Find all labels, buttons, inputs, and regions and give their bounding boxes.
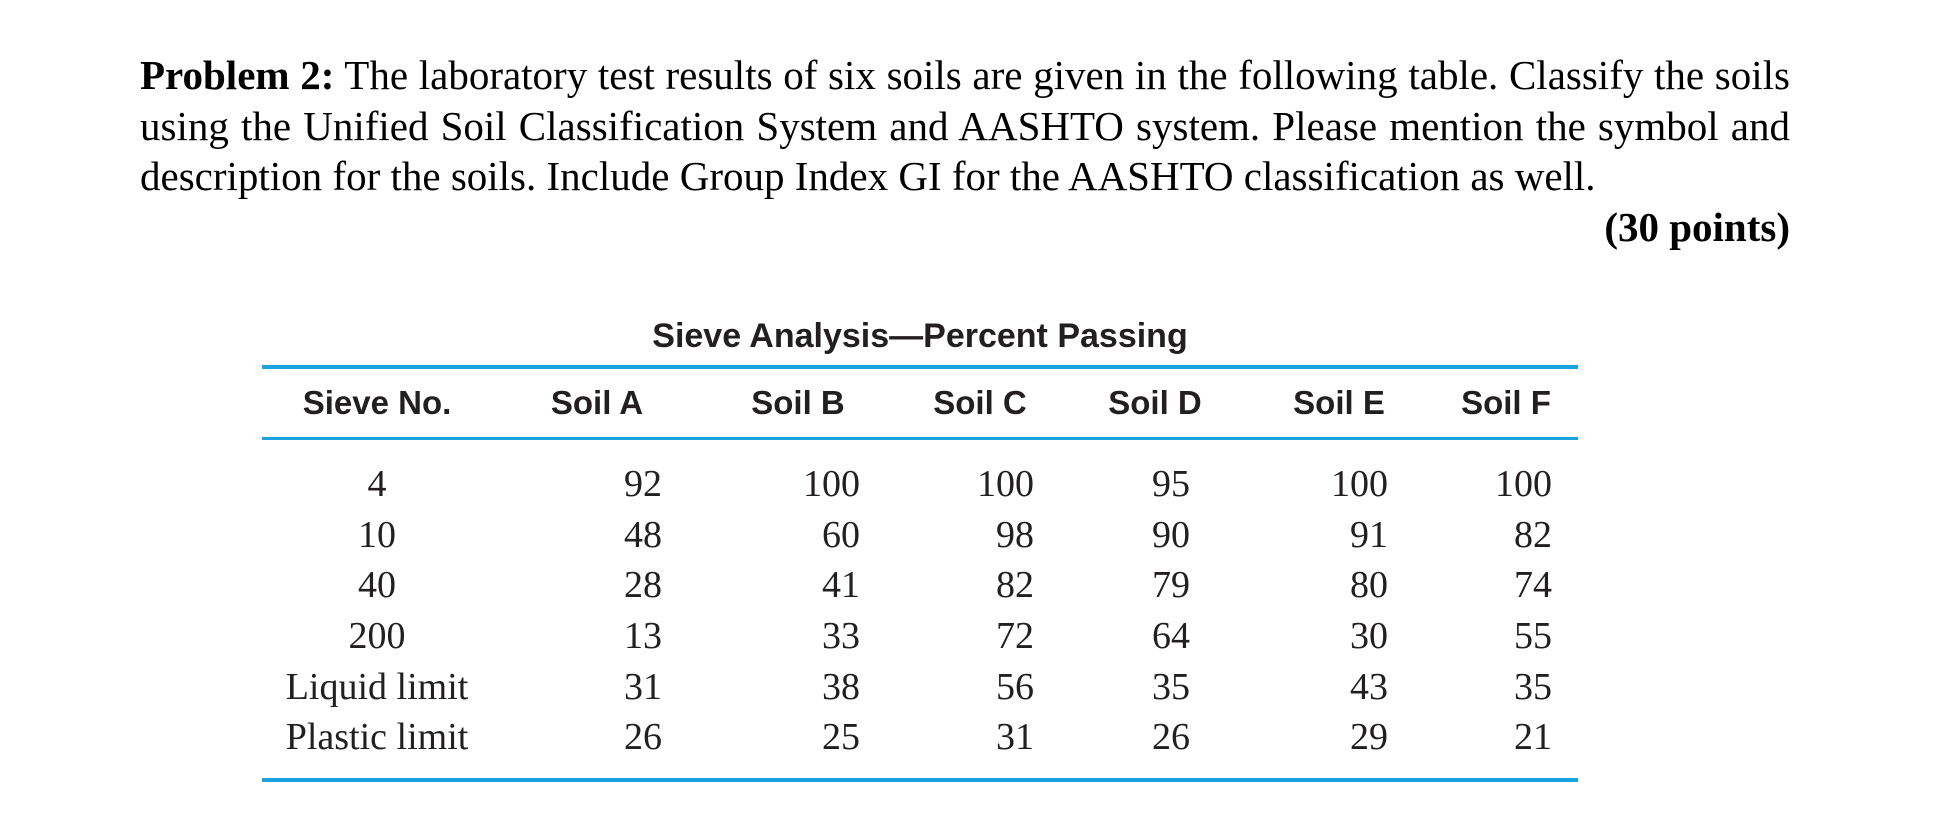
cell-soil-d: 90 [1152, 513, 1190, 556]
cell-soil-e: 29 [1350, 716, 1388, 759]
problem-points: (30 points) [1604, 204, 1790, 250]
cell-soil-b: 100 [803, 463, 860, 506]
table-bottom-rule [262, 778, 1578, 782]
table-row: 40 28 41 82 79 80 74 [262, 560, 1578, 611]
table-row: Plastic limit 26 25 31 26 29 21 [262, 712, 1578, 763]
cell-soil-a: 13 [624, 615, 662, 658]
cell-soil-b: 60 [822, 513, 860, 556]
header-soil-e: Soil E [1293, 384, 1385, 421]
cell-soil-b: 25 [822, 716, 860, 759]
cell-soil-f: 55 [1514, 615, 1552, 658]
problem-statement: Problem 2: The laboratory test results o… [140, 50, 1790, 202]
problem-text: The laboratory test results of six soils… [140, 52, 1790, 199]
header-soil-b: Soil B [751, 384, 845, 421]
cell-sieve-no: 40 [358, 564, 396, 607]
cell-soil-f: 35 [1514, 665, 1552, 708]
cell-soil-c: 98 [996, 513, 1034, 556]
cell-soil-e: 80 [1350, 564, 1388, 607]
cell-sieve-no: 10 [358, 513, 396, 556]
table-row: Liquid limit 31 38 56 35 43 35 [262, 661, 1578, 712]
cell-soil-d: 64 [1152, 615, 1190, 658]
cell-soil-f: 100 [1495, 463, 1552, 506]
cell-soil-c: 56 [996, 665, 1034, 708]
cell-soil-c: 82 [996, 564, 1034, 607]
cell-soil-c: 100 [977, 463, 1034, 506]
header-soil-f: Soil F [1461, 384, 1551, 421]
cell-soil-e: 100 [1331, 463, 1388, 506]
problem-label: Problem 2: [140, 52, 335, 98]
cell-soil-a: 48 [624, 513, 662, 556]
table-row: 10 48 60 98 90 91 82 [262, 510, 1578, 561]
cell-soil-e: 43 [1350, 665, 1388, 708]
table-header-row: Sieve No. Soil A Soil B Soil C Soil D So… [262, 369, 1578, 437]
cell-soil-a: 31 [624, 665, 662, 708]
cell-soil-d: 26 [1152, 716, 1190, 759]
cell-soil-c: 31 [996, 716, 1034, 759]
cell-soil-d: 79 [1152, 564, 1190, 607]
cell-soil-d: 35 [1152, 665, 1190, 708]
table-top-rule [262, 365, 1578, 369]
table-row: 200 13 33 72 64 30 55 [262, 611, 1578, 662]
cell-soil-a: 28 [624, 564, 662, 607]
cell-soil-e: 30 [1350, 615, 1388, 658]
cell-sieve-no: 4 [367, 463, 387, 506]
cell-soil-b: 38 [822, 665, 860, 708]
table-title: Sieve Analysis—Percent Passing [652, 317, 1188, 355]
cell-soil-a: 92 [624, 463, 662, 506]
cell-soil-d: 95 [1152, 463, 1190, 506]
header-soil-c: Soil C [933, 384, 1027, 421]
header-soil-a: Soil A [550, 384, 644, 421]
cell-soil-a: 26 [624, 716, 662, 759]
cell-sieve-no: 200 [348, 615, 406, 658]
table-header-rule [262, 437, 1578, 440]
cell-sieve-no: Plastic limit [285, 716, 469, 759]
cell-sieve-no: Liquid limit [285, 665, 469, 708]
sieve-analysis-table: Sieve No. Soil A Soil B Soil C Soil D So… [262, 369, 1578, 763]
cell-soil-c: 72 [996, 615, 1034, 658]
cell-soil-b: 41 [822, 564, 860, 607]
header-sieve-no: Sieve No. [302, 384, 452, 421]
cell-soil-b: 33 [822, 615, 860, 658]
cell-soil-f: 21 [1514, 716, 1552, 759]
cell-soil-e: 91 [1350, 513, 1388, 556]
cell-soil-f: 82 [1514, 513, 1552, 556]
table-row: 4 92 100 100 95 100 100 [262, 459, 1578, 510]
cell-soil-f: 74 [1514, 564, 1552, 607]
header-soil-d: Soil D [1108, 384, 1202, 421]
